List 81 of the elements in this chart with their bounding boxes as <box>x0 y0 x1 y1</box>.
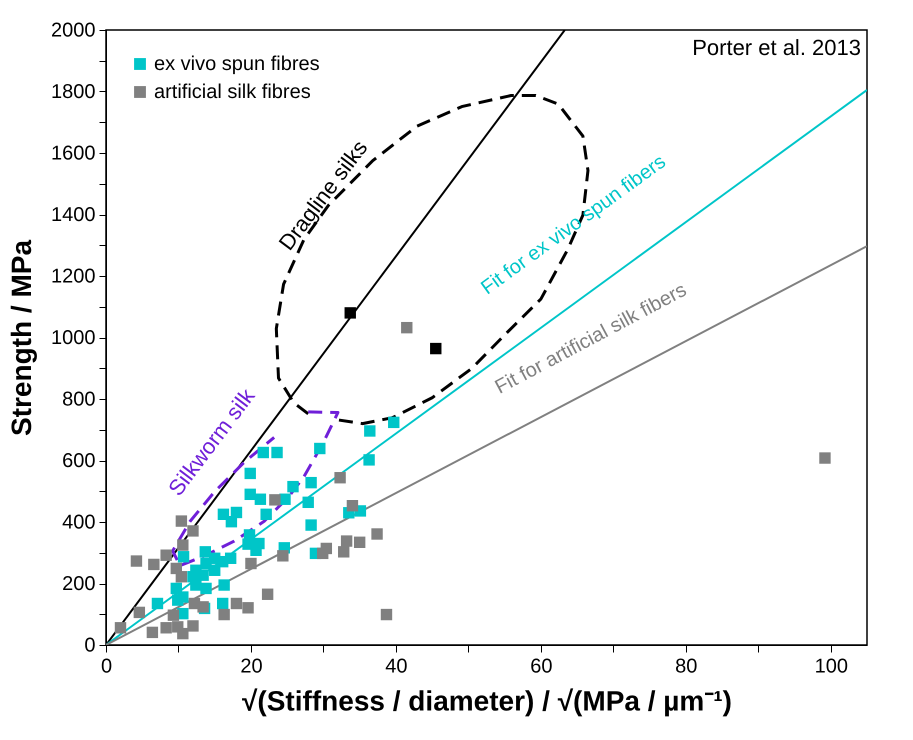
point <box>401 322 412 334</box>
y-tick-label: 1800 <box>51 81 96 103</box>
point <box>277 550 289 562</box>
y-tick-label: 1200 <box>51 266 96 288</box>
point <box>177 539 189 551</box>
point <box>190 579 202 591</box>
point <box>177 628 189 640</box>
point <box>819 452 831 464</box>
point <box>317 548 328 560</box>
point <box>187 525 199 537</box>
point <box>188 598 200 610</box>
point <box>216 598 228 610</box>
point <box>269 494 281 506</box>
point <box>338 546 350 558</box>
y-tick-label: 800 <box>62 388 96 410</box>
point <box>114 622 126 634</box>
point <box>302 496 314 508</box>
point <box>134 606 146 618</box>
y-tick-label: 1000 <box>51 327 96 349</box>
point <box>200 546 211 558</box>
legend-label: artificial silk fibres <box>154 81 311 103</box>
point <box>176 515 188 527</box>
point <box>388 416 400 428</box>
point <box>287 480 299 492</box>
point <box>200 582 212 594</box>
point <box>314 442 326 454</box>
y-tick-label: 1400 <box>51 204 96 226</box>
annotation: Porter et al. 2013 <box>692 35 861 60</box>
point <box>305 476 317 488</box>
point <box>130 555 142 567</box>
point <box>344 307 356 319</box>
point <box>146 626 158 638</box>
point <box>334 472 346 484</box>
x-tick-label: 40 <box>385 656 408 678</box>
point <box>340 535 352 547</box>
point <box>244 468 256 480</box>
point <box>346 500 358 512</box>
x-tick-label: 20 <box>240 656 263 678</box>
y-tick-label: 400 <box>62 512 96 534</box>
point <box>218 579 230 591</box>
point <box>244 488 256 500</box>
point <box>148 558 160 570</box>
point <box>380 608 392 620</box>
point <box>226 516 238 528</box>
point <box>245 558 257 570</box>
x-tick-label: 0 <box>100 656 112 678</box>
point <box>363 454 375 466</box>
point <box>176 571 188 582</box>
x-tick-label: 60 <box>530 656 552 678</box>
point <box>262 588 274 600</box>
y-tick-label: 1600 <box>51 142 96 164</box>
y-tick-label: 2000 <box>51 20 96 42</box>
point <box>177 591 189 603</box>
point <box>430 342 442 354</box>
point <box>305 519 317 531</box>
point <box>371 528 383 540</box>
point <box>242 602 254 614</box>
y-tick-label: 0 <box>84 634 96 656</box>
point <box>178 551 190 562</box>
point <box>168 609 180 621</box>
point <box>254 494 266 505</box>
x-tick-label: 100 <box>814 656 848 678</box>
point <box>258 446 269 458</box>
y-tick-label: 600 <box>62 450 96 472</box>
point <box>218 608 230 620</box>
point <box>354 536 366 548</box>
point <box>271 446 283 458</box>
point <box>364 425 376 437</box>
point <box>230 598 242 610</box>
point <box>170 582 182 594</box>
y-axis-title: Strength / MPa <box>6 240 38 436</box>
point <box>209 564 220 576</box>
y-tick-label: 200 <box>62 573 96 595</box>
x-axis-title: √(Stiffness / diameter) / √(MPa / µm⁻¹) <box>242 686 732 716</box>
point <box>160 550 172 561</box>
x-tick-label: 80 <box>675 656 698 678</box>
point <box>187 620 199 632</box>
point <box>260 508 272 520</box>
point <box>160 622 172 634</box>
legend-label: ex vivo spun fibres <box>154 53 320 75</box>
point <box>152 598 164 610</box>
